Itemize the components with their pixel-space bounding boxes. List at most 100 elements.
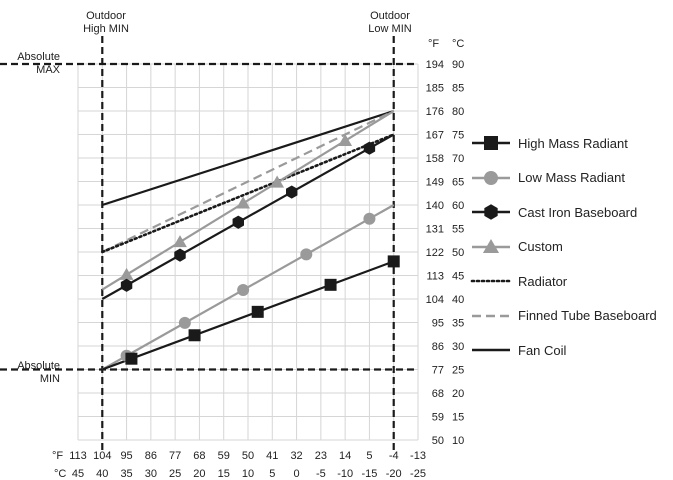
y-tick-label-f: 77 <box>432 365 444 377</box>
legend-swatch <box>472 204 510 220</box>
chart-series <box>100 109 396 371</box>
x-tick-label-f: 86 <box>145 450 157 462</box>
y-tick-label-f: 167 <box>426 130 444 142</box>
y-tick-label-f: 104 <box>426 294 444 306</box>
x-tick-label-c: 25 <box>169 468 181 480</box>
x-tick-label-c: 45 <box>72 468 84 480</box>
y-tick-label-c: 15 <box>452 412 464 424</box>
x-tick-label-f: 50 <box>242 450 254 462</box>
marker-low-mass-radiant <box>237 283 250 296</box>
y-tick-label-f: 194 <box>426 59 444 71</box>
legend-label: Custom <box>518 239 563 255</box>
marker-cast-iron-baseboard <box>174 248 186 262</box>
x-tick-label-c: 15 <box>218 468 230 480</box>
y-tick-label-f: 149 <box>426 177 444 189</box>
legend-marker <box>484 170 498 185</box>
legend-swatch <box>470 279 512 283</box>
outdoor-high-min-label-1: Outdoor <box>86 10 126 22</box>
x-tick-label-f: 95 <box>120 450 132 462</box>
legend-label: Fan Coil <box>518 342 567 358</box>
y-tick-label-f: 113 <box>426 271 444 283</box>
series-line-radiator <box>100 133 396 254</box>
legend-swatch <box>472 170 510 185</box>
absolute-min-label-1: Absolute <box>17 360 60 372</box>
legend-item-fan-coil: Fan Coil <box>470 333 670 368</box>
marker-high-mass-radiant <box>125 352 138 365</box>
x-tick-label-f: 68 <box>193 450 205 462</box>
legend-item-high-mass-radiant: High Mass Radiant <box>470 126 670 161</box>
marker-high-mass-radiant <box>324 278 337 291</box>
series-line-high-mass-radiant <box>101 260 395 371</box>
x-tick-label-c: -15 <box>361 468 377 480</box>
x-tick-label-c: 10 <box>242 468 254 480</box>
x-tick-label-c: 5 <box>269 468 275 480</box>
x-tick-label-c: -25 <box>410 468 426 480</box>
marker-custom <box>119 267 134 280</box>
y-tick-label-c: 40 <box>452 294 464 306</box>
legend-marker <box>484 136 498 151</box>
x-tick-label-f: 104 <box>93 450 111 462</box>
legend-label: Low Mass Radiant <box>518 170 625 186</box>
y-unit-c: °C <box>452 38 464 50</box>
x-tick-label-c: -10 <box>337 468 353 480</box>
x-tick-label-f: 32 <box>290 450 302 462</box>
y-tick-label-c: 25 <box>452 365 464 377</box>
outdoor-high-min-label-2: High MIN <box>83 23 129 35</box>
marker-cast-iron-baseboard <box>286 185 298 199</box>
legend: High Mass Radiant Low Mass Radiant Cast … <box>470 126 670 368</box>
y-tick-label-c: 60 <box>452 200 464 212</box>
x-tick-label-f: -13 <box>410 450 426 462</box>
marker-cast-iron-baseboard <box>232 215 244 229</box>
x-tick-label-c: 40 <box>96 468 108 480</box>
y-tick-label-c: 70 <box>452 153 464 165</box>
y-tick-label-c: 65 <box>452 177 464 189</box>
legend-swatch <box>472 349 510 352</box>
y-unit-f: °F <box>428 38 439 50</box>
legend-item-finned-tube-baseboard: Finned Tube Baseboard <box>470 299 670 334</box>
y-tick-label-f: 176 <box>426 106 444 118</box>
y-tick-label-f: 131 <box>426 224 444 236</box>
legend-item-radiator: Radiator <box>470 264 670 299</box>
reference-lines <box>0 36 418 450</box>
y-tick-label-c: 35 <box>452 318 464 330</box>
marker-high-mass-radiant <box>188 329 201 342</box>
legend-label: Finned Tube Baseboard <box>518 308 657 324</box>
legend-label: Cast Iron Baseboard <box>518 204 638 220</box>
y-tick-label-f: 50 <box>432 435 444 447</box>
y-tick-label-c: 50 <box>452 247 464 259</box>
legend-marker <box>484 204 498 220</box>
y-tick-label-f: 140 <box>426 200 444 212</box>
series-line-cast-iron-baseboard <box>101 133 395 300</box>
y-tick-label-f: 68 <box>432 388 444 400</box>
marker-custom <box>173 235 187 248</box>
x-tick-label-c: -5 <box>316 468 326 480</box>
legend-swatch <box>472 136 510 151</box>
legend-swatch <box>472 238 510 253</box>
legend-marker <box>482 238 500 253</box>
marker-low-mass-radiant <box>300 248 313 261</box>
marker-cast-iron-baseboard <box>363 141 376 155</box>
y-tick-label-f: 158 <box>426 153 444 165</box>
x-tick-label-c: 35 <box>120 468 132 480</box>
y-tick-label-c: 85 <box>452 83 464 95</box>
y-tick-label-c: 75 <box>452 130 464 142</box>
marker-cast-iron-baseboard <box>120 278 133 292</box>
x-tick-label-f: 59 <box>218 450 230 462</box>
marker-custom <box>270 175 285 188</box>
chart-markers <box>119 133 400 365</box>
legend-swatch <box>472 314 510 317</box>
x-tick-label-c: 20 <box>193 468 205 480</box>
y-tick-label-f: 122 <box>426 247 444 259</box>
x-tick-label-f: 77 <box>169 450 181 462</box>
absolute-max-label-1: Absolute <box>17 51 60 63</box>
y-tick-label-c: 30 <box>452 341 464 353</box>
x-tick-label-f: 5 <box>366 450 372 462</box>
y-tick-label-c: 20 <box>452 388 464 400</box>
x-unit-f: °F <box>52 450 63 462</box>
x-tick-label-f: 14 <box>339 450 351 462</box>
y-tick-label-f: 95 <box>432 318 444 330</box>
absolute-min-label-2: MIN <box>40 373 60 385</box>
marker-high-mass-radiant <box>251 305 264 318</box>
x-tick-label-c: 0 <box>294 468 300 480</box>
legend-label: High Mass Radiant <box>518 135 628 151</box>
